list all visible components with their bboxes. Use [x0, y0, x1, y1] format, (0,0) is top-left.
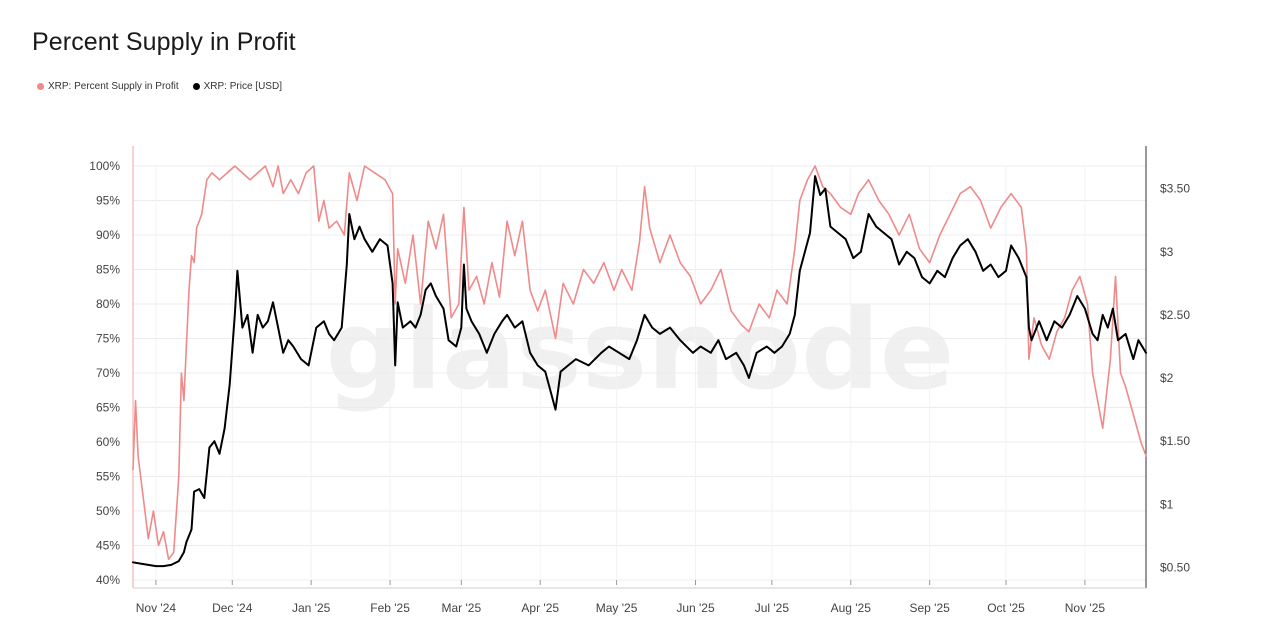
x-tick-label: Oct '25 [987, 601, 1025, 615]
y-left-tick-label: 50% [96, 504, 120, 518]
chart-title: Percent Supply in Profit [32, 28, 296, 56]
legend: XRP: Percent Supply in Profit XRP: Price… [37, 81, 296, 92]
legend-dot-supply-in-profit [37, 83, 44, 90]
y-left-tick-label: 85% [96, 263, 120, 277]
x-tick-label: Aug '25 [831, 601, 872, 615]
y-left-tick-label: 75% [96, 332, 120, 346]
legend-label-supply-in-profit: XRP: Percent Supply in Profit [48, 81, 179, 92]
x-tick-label: Mar '25 [442, 601, 482, 615]
y-left-tick-label: 80% [96, 297, 120, 311]
y-left-tick-label: 40% [96, 573, 120, 587]
legend-label-price: XRP: Price [USD] [203, 81, 282, 92]
y-left-tick-label: 100% [89, 159, 120, 173]
x-tick-label: Apr '25 [521, 601, 559, 615]
legend-dot-price [192, 83, 200, 90]
y-right-tick-label: $0.50 [1160, 560, 1190, 574]
y-right-tick-label: $3.50 [1160, 182, 1190, 196]
y-right-tick-label: $3 [1160, 245, 1174, 259]
series-line-price [132, 175, 1147, 568]
series-layer [132, 165, 1147, 568]
y-left-tick-label: 65% [96, 401, 120, 415]
tick-labels: 40% 45% 50% 55% 60% 65% 70% 75% 80% 85% 90% 95% 100%… [89, 159, 1190, 615]
y-left-tick-label: 45% [96, 539, 120, 553]
x-tick-label: Nov '24 [136, 601, 177, 615]
series-line-supply-in-profit [132, 165, 1147, 561]
gridlines [133, 165, 1146, 581]
x-tick-label: Jun '25 [676, 601, 715, 615]
y-left-tick-label: 55% [96, 470, 120, 484]
x-tick-label: Sep '25 [909, 601, 950, 615]
y-left-tick-label: 60% [96, 435, 120, 449]
y-right-tick-label: $2.50 [1160, 308, 1190, 322]
watermark: glassnode [326, 286, 955, 414]
y-right-tick-label: $1.50 [1160, 434, 1190, 448]
x-tick-label: Feb '25 [370, 601, 410, 615]
x-tick-label: May '25 [596, 601, 638, 615]
x-tick-label: Jan '25 [292, 601, 331, 615]
y-left-tick-label: 70% [96, 366, 120, 380]
y-left-tick-label: 90% [96, 228, 120, 242]
legend-item-price[interactable]: XRP: Price [USD] [192, 81, 282, 92]
x-tick-label: Dec '24 [212, 601, 253, 615]
legend-item-supply-in-profit[interactable]: XRP: Percent Supply in Profit [37, 81, 179, 92]
y-right-tick-label: $2 [1160, 371, 1174, 385]
x-tick-label: Nov '25 [1065, 601, 1106, 615]
x-tick-label: Jul '25 [755, 601, 790, 615]
axes [132, 146, 1147, 589]
y-right-tick-label: $1 [1160, 497, 1174, 511]
y-left-tick-label: 95% [96, 194, 120, 208]
